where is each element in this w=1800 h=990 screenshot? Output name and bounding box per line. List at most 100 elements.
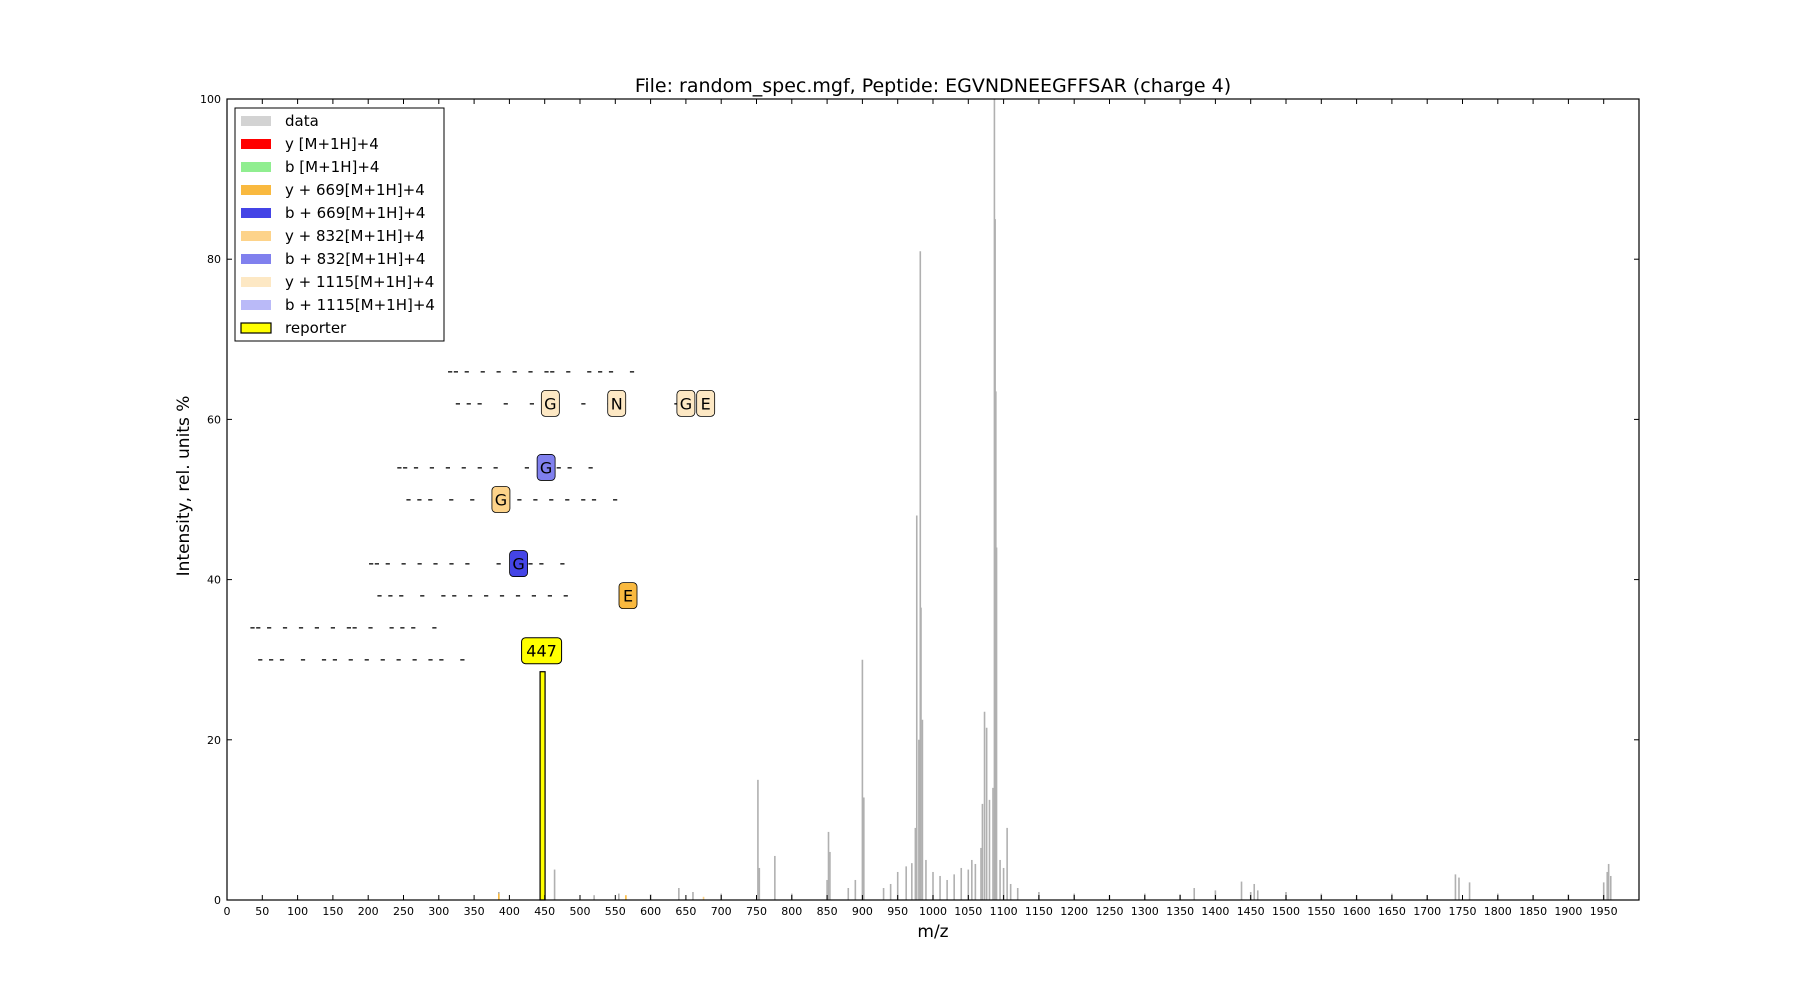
legend-swatch: [241, 300, 271, 310]
x-tick-label: 400: [499, 905, 520, 918]
legend-swatch: [240, 322, 272, 334]
ion-label: N: [611, 394, 623, 413]
x-tick-label: 350: [464, 905, 485, 918]
ion-label: G: [512, 555, 524, 574]
x-tick-label: 1350: [1166, 905, 1194, 918]
x-tick-label: 950: [887, 905, 908, 918]
ion-label-box: [536, 454, 556, 481]
x-tick-label: 200: [358, 905, 379, 918]
x-tick-label: 900: [852, 905, 873, 918]
ion-label-box: [618, 582, 638, 610]
ion-label: G: [495, 491, 507, 510]
x-tick-label: 1000: [919, 905, 947, 918]
y-tick-label: 20: [207, 734, 221, 747]
x-tick-label: 800: [781, 905, 802, 918]
x-tick-label: 100: [287, 905, 308, 918]
series-data: [498, 99, 1612, 900]
legend-swatch: [241, 162, 271, 172]
ion-ladders: -- - - - - - -- - - - - - - - - - - - - -…: [250, 361, 716, 669]
x-tick-label: 750: [746, 905, 767, 918]
x-tick-label: 1600: [1343, 905, 1371, 918]
ion-ladder: -- - - - - - -- - - - - -: [447, 361, 635, 380]
legend: data y [M+1H]+4 b [M+1H]+4 y + 669[M+1H]+4 b…: [234, 107, 445, 342]
legend-swatch: [241, 116, 271, 126]
ion-ladder: -- - - - - - - - - - - -G: [396, 454, 594, 481]
ion-label-box: [509, 550, 528, 577]
legend-label: y [M+1H]+4: [285, 135, 379, 153]
ladder-dashes: -- - - - - - - - - - - -: [396, 457, 593, 476]
y-tick-label: 60: [207, 413, 221, 426]
x-tick-label: 1750: [1449, 905, 1477, 918]
legend-swatch: [241, 139, 271, 149]
ladder-dashes: - - - - - - - - - - - - -: [377, 586, 569, 605]
series-y-669-m-1h-4: [498, 893, 627, 900]
ladder-dashes: - - - - - - - - - - - - - -: [257, 650, 465, 669]
x-tick-label: 850: [817, 905, 838, 918]
x-tick-label: 500: [570, 905, 591, 918]
y-tick-label: 80: [207, 253, 221, 266]
legend-label: b + 832[M+1H]+4: [285, 250, 425, 268]
legend-label: b + 669[M+1H]+4: [285, 204, 425, 222]
x-tick-label: 1900: [1554, 905, 1582, 918]
reporter-peak: [539, 671, 546, 901]
y-tick-label: 100: [200, 93, 221, 106]
ion-ladder: - - - - - - - - -G N G E: [455, 389, 716, 417]
x-tick-label: 550: [605, 905, 626, 918]
ladder-dashes: -- - - - - - - - - - - -: [368, 554, 565, 573]
ladder-dashes: - - - - - - - - -: [455, 393, 705, 412]
chart-title: File: random_spec.mgf, Peptide: EGVNDNEE…: [635, 75, 1231, 97]
x-tick-label: 1450: [1237, 905, 1265, 918]
x-tick-label: 1850: [1519, 905, 1547, 918]
x-tick-label: 1150: [1025, 905, 1053, 918]
ion-label-box: [696, 389, 716, 417]
legend-label: reporter: [285, 319, 347, 337]
x-tick-label: 0: [224, 905, 231, 918]
ion-label: G: [540, 458, 552, 477]
ion-label-box: [607, 389, 627, 417]
ion-label-box: [491, 486, 511, 513]
x-tick-label: 600: [640, 905, 661, 918]
x-tick-label: 650: [675, 905, 696, 918]
reporter-label-box: [521, 637, 563, 665]
x-tick-label: 1700: [1413, 905, 1441, 918]
x-tick-label: 300: [428, 905, 449, 918]
x-tick-label: 50: [255, 905, 269, 918]
legend-swatch: [241, 254, 271, 264]
x-tick-label: 1650: [1378, 905, 1406, 918]
x-tick-label: 1050: [954, 905, 982, 918]
x-tick-label: 1200: [1060, 905, 1088, 918]
legend-label: data: [285, 112, 319, 130]
reporter-label: 447: [526, 642, 557, 661]
x-tick-label: 1500: [1272, 905, 1300, 918]
series-reporter: [539, 671, 546, 901]
x-axis: 0 50 100 150 200 250 300 350 400 450 500 550 600 650 7…: [224, 99, 1618, 918]
x-tick-label: 250: [393, 905, 414, 918]
ion-label: E: [701, 394, 711, 413]
x-tick-label: 1250: [1096, 905, 1124, 918]
ion-ladder: - - - - - - - - - - - - - -: [257, 650, 465, 669]
y-axis-label: Intensity, rel. units %: [174, 396, 194, 577]
ion-label: G: [680, 394, 692, 413]
x-tick-label: 1300: [1131, 905, 1159, 918]
legend-label: y + 669[M+1H]+4: [285, 181, 425, 199]
ladder-dashes: -- - - - - - -- - - - - -: [250, 618, 438, 637]
ion-label: E: [623, 587, 633, 606]
x-tick-label: 1800: [1484, 905, 1512, 918]
legend-label: b [M+1H]+4: [285, 158, 379, 176]
y-axis: 0 20 40 60 80 100: [200, 93, 1639, 907]
legend-swatch: [241, 208, 271, 218]
ion-ladder: - - - - - - - - - - - - -G: [406, 486, 618, 513]
ladder-dashes: - - - - - - - - - - - - -: [406, 490, 618, 509]
x-tick-label: 1550: [1307, 905, 1335, 918]
ion-ladder: -- - - - - - -- - - - - -: [250, 618, 438, 637]
ion-label: G: [544, 394, 556, 413]
legend-label: b + 1115[M+1H]+4: [285, 296, 435, 314]
legend-swatch: [241, 231, 271, 241]
x-tick-label: 1100: [990, 905, 1018, 918]
x-tick-label: 450: [534, 905, 555, 918]
y-tick-label: 40: [207, 574, 221, 587]
ion-label-box: [540, 389, 560, 417]
ion-label-box: [676, 389, 696, 417]
legend-label: y + 832[M+1H]+4: [285, 227, 425, 245]
